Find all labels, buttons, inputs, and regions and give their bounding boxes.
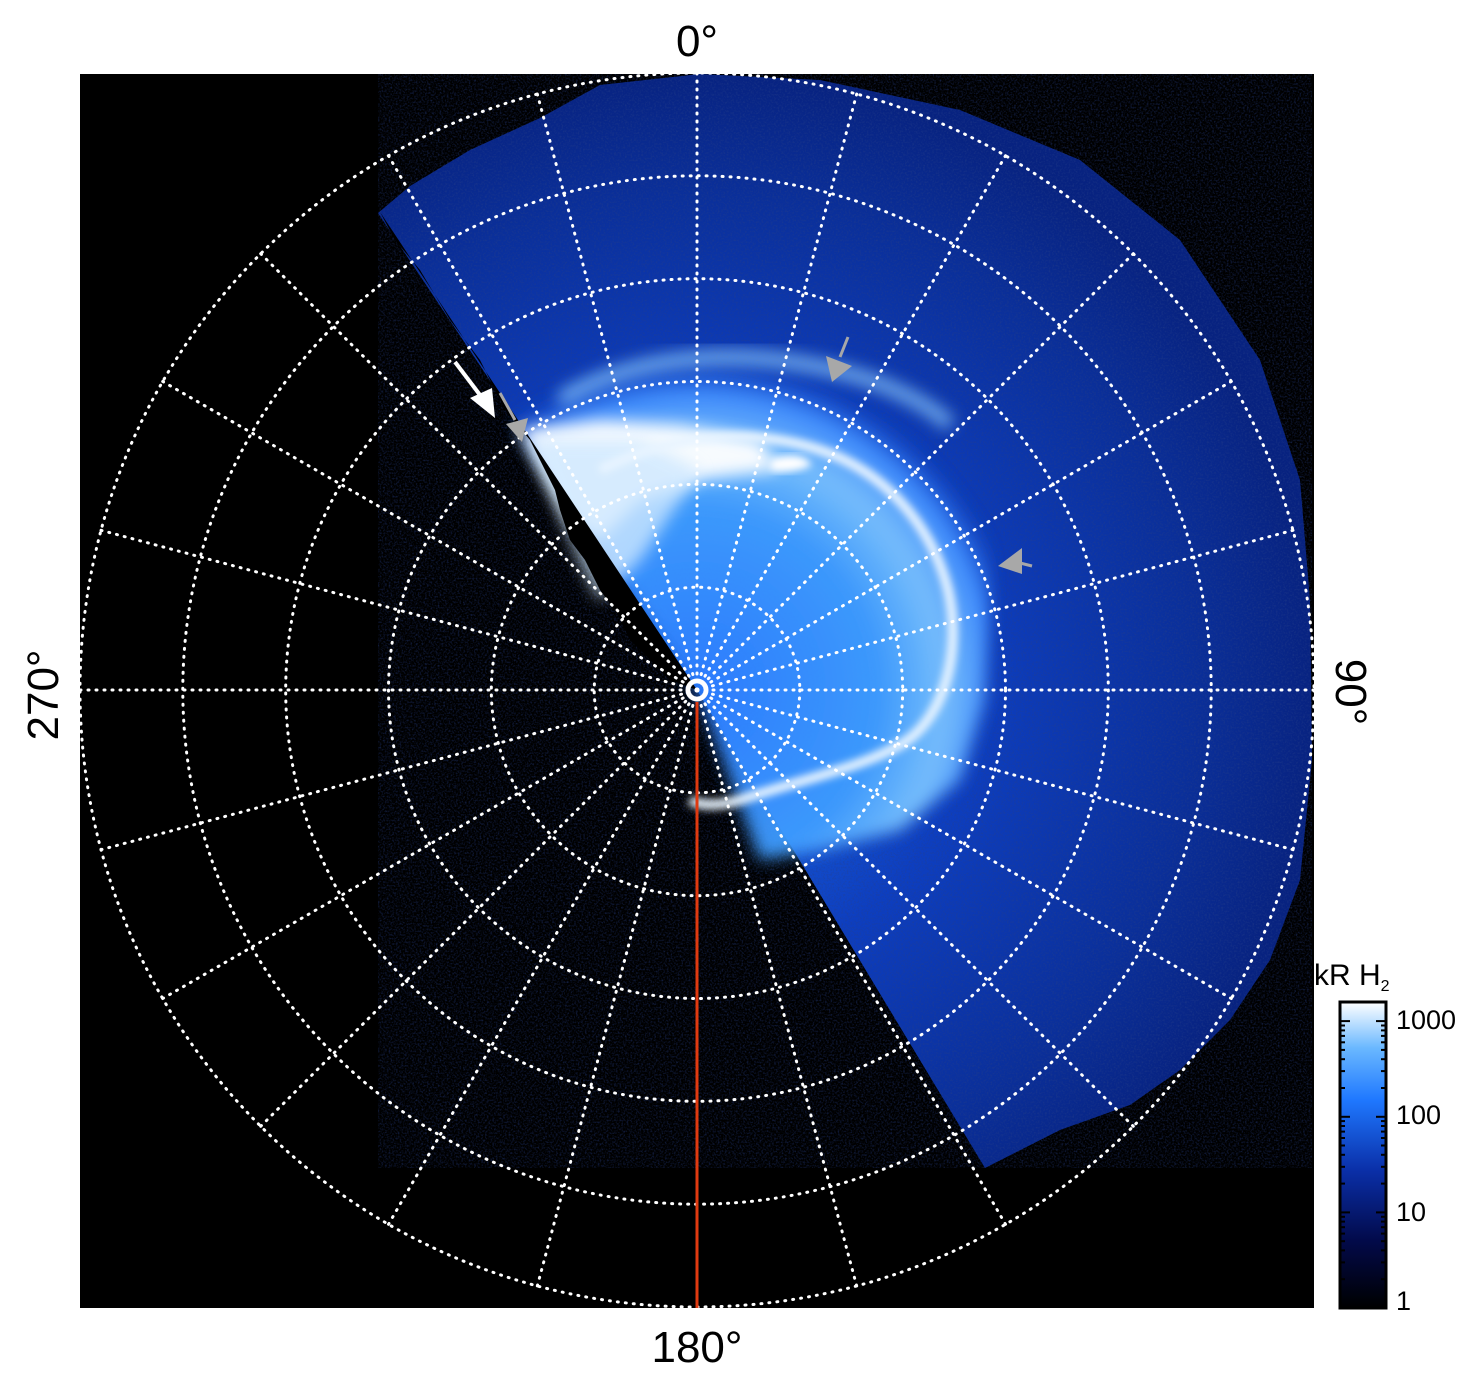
longitude-spoke (695, 688, 1007, 1226)
limb-glow (530, 440, 700, 600)
colorbar: kR H2 1000 100 10 1 (1314, 959, 1456, 1316)
longitude-spoke (99, 688, 699, 852)
longitude-spoke (161, 380, 699, 692)
white-arrow (453, 360, 495, 418)
longitude-spoke (161, 688, 699, 1000)
gray-arrow-top (826, 336, 852, 382)
longitude-spoke (387, 688, 699, 1226)
oval-spot (770, 455, 812, 473)
longitude-spoke (259, 252, 699, 692)
longitude-spoke (695, 688, 1295, 852)
gray-arrow-limb (498, 392, 528, 442)
label-270-deg: 270° (19, 649, 68, 740)
longitude-spoke (695, 252, 1135, 692)
longitude-spoke (535, 92, 699, 692)
label-180-deg: 180° (651, 1323, 742, 1372)
longitude-spoke (695, 688, 1135, 1128)
colorbar-gradient (1338, 1000, 1388, 1310)
colorbar-tick-1: 1 (1396, 1286, 1411, 1316)
longitude-grid (78, 71, 1316, 1309)
longitude-spoke (695, 688, 1233, 1000)
unobserved-edge (380, 212, 697, 690)
latitude-circle (284, 277, 1110, 1103)
oval-outer-arc (556, 350, 955, 431)
longitude-spoke (259, 688, 699, 1128)
pole-marker (685, 678, 709, 702)
label-90-deg: 90° (1326, 659, 1375, 726)
label-0-deg: 0° (676, 17, 718, 66)
longitude-spoke (695, 154, 1007, 692)
longitude-spoke (695, 92, 859, 692)
longitude-spoke (695, 528, 1295, 692)
latitude-circle (387, 380, 1007, 1000)
latitude-circle (489, 482, 905, 898)
colorbar-tick-10: 10 (1396, 1197, 1426, 1227)
gray-arrow-right (998, 548, 1033, 574)
longitude-spoke (99, 528, 699, 692)
colorbar-title: kR H2 (1314, 959, 1390, 995)
colorbar-tick-100: 100 (1396, 1100, 1441, 1130)
longitude-spoke (695, 380, 1233, 692)
colorbar-tick-1000: 1000 (1396, 1005, 1456, 1035)
longitude-spoke (387, 154, 699, 692)
longitude-spoke (535, 688, 699, 1288)
longitude-spoke (695, 688, 859, 1288)
